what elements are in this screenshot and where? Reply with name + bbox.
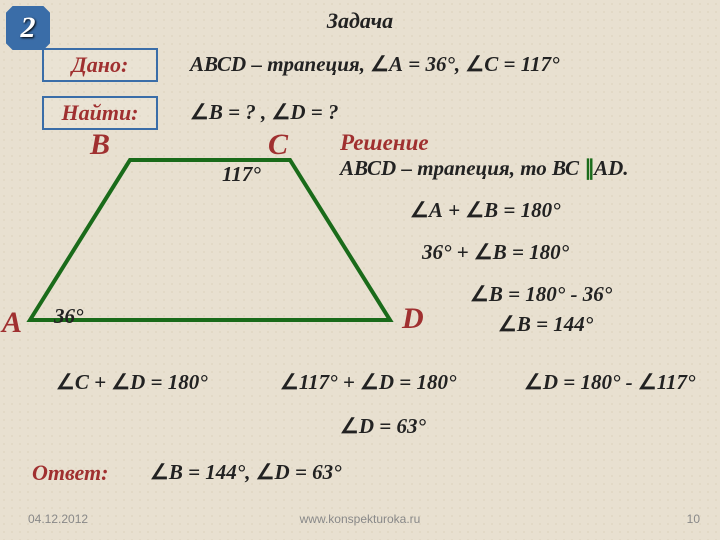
eq-36b: В = 180° — [493, 240, 569, 264]
sol1-post: АD. — [589, 156, 629, 180]
find-row: ∠В = ? , ∠D = ? — [190, 100, 339, 125]
eq-36-plus-b: 36° + ∠В = 180° — [422, 240, 569, 265]
eq-bres: В = 180° - 36° — [489, 282, 612, 306]
given-angle-c: С = 117° — [484, 52, 559, 76]
angle-symbol: ∠ — [340, 414, 359, 438]
angle-symbol: ∠ — [272, 100, 291, 124]
trapezoid-polygon — [30, 160, 390, 320]
angle-symbol: ∠ — [370, 52, 389, 76]
eq-b144: В = 144° — [517, 312, 593, 336]
eq-ab-a: А + — [429, 198, 465, 222]
eq-d63: D = 63° — [359, 414, 426, 438]
given-box: Дано: — [42, 48, 158, 82]
angle-symbol: ∠ — [465, 52, 484, 76]
eq-36: 36° + — [422, 240, 474, 264]
eq-117: 117° + — [299, 370, 360, 394]
eq-c-plus-d: ∠С + ∠D = 180° — [56, 370, 208, 395]
angle-symbol: ∠ — [470, 282, 489, 306]
eq-ab-b: В = 180° — [484, 198, 560, 222]
footer-page: 10 — [687, 512, 700, 526]
footer-site: www.konspekturoka.ru — [300, 512, 421, 526]
angle-symbol: ∠ — [524, 370, 543, 394]
angle-symbol: ∠ — [638, 370, 657, 394]
given-angle-a: А = 36°, — [389, 52, 465, 76]
angle-symbol: ∠ — [150, 460, 169, 484]
problem-title: Задача — [327, 8, 393, 34]
vertex-d: D — [402, 302, 424, 336]
footer-date: 04.12.2012 — [28, 512, 88, 526]
problem-number-badge: 2 — [6, 6, 50, 50]
eq-d-result-2: ∠D = 63° — [340, 414, 426, 439]
vertex-a: А — [2, 306, 22, 340]
find-angle-d: D = ? — [290, 100, 338, 124]
eq-dres: D = 180° - — [543, 370, 638, 394]
answer-row: ∠В = 144°, ∠D = 63° — [150, 460, 342, 485]
angle-symbol: ∠ — [498, 312, 517, 336]
angle-symbol: ∠ — [56, 370, 75, 394]
angle-36: 36° — [54, 304, 83, 329]
eq-117-plus-d: ∠117° + ∠D = 180° — [280, 370, 456, 395]
find-box: Найти: — [42, 96, 158, 130]
eq-cd-d: D = 180° — [130, 370, 208, 394]
angle-symbol: ∠ — [360, 370, 379, 394]
angle-symbol: ∠ — [410, 198, 429, 222]
angle-symbol: ∠ — [111, 370, 130, 394]
vertex-c: С — [268, 128, 288, 162]
given-text: АВСD – трапеция, — [190, 52, 370, 76]
eq-d-result-1: ∠D = 180° - ∠117° — [524, 370, 695, 395]
given-row: АВСD – трапеция, ∠А = 36°, ∠С = 117° — [190, 52, 559, 77]
eq-117d: D = 180° — [379, 370, 457, 394]
trapezoid-figure: А В С D 36° 117° — [10, 130, 410, 340]
angle-117: 117° — [222, 162, 261, 187]
eq-cd-c: С + — [75, 370, 111, 394]
answer-d: D = 63° — [275, 460, 342, 484]
angle-symbol: ∠ — [465, 198, 484, 222]
angle-symbol: ∠ — [474, 240, 493, 264]
answer-label: Ответ: — [32, 460, 108, 486]
vertex-b: В — [90, 128, 110, 162]
angle-symbol: ∠ — [256, 460, 275, 484]
eq-a-plus-b: ∠А + ∠В = 180° — [410, 198, 561, 223]
angle-symbol: ∠ — [280, 370, 299, 394]
eq-b-result-1: ∠В = 180° - 36° — [470, 282, 612, 307]
find-angle-b: В = ? , — [209, 100, 272, 124]
angle-symbol: ∠ — [190, 100, 209, 124]
eq-b-result-2: ∠В = 144° — [498, 312, 593, 337]
eq-dres2: 117° — [657, 370, 696, 394]
answer-b: В = 144°, — [169, 460, 256, 484]
